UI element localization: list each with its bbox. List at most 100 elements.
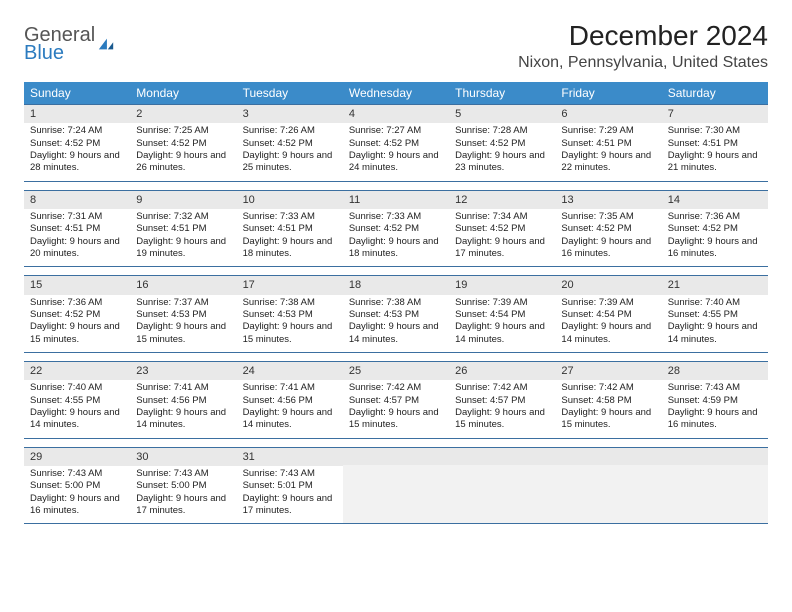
sunrise-line: Sunrise: 7:37 AM [136, 297, 230, 309]
day-number: 13 [555, 191, 661, 209]
sunset-line: Sunset: 4:56 PM [243, 395, 337, 407]
day-number: 10 [237, 191, 343, 209]
day-number: 15 [24, 276, 130, 294]
sunrise-line: Sunrise: 7:28 AM [455, 125, 549, 137]
daylight-line: Daylight: 9 hours and 26 minutes. [136, 150, 230, 175]
day-number: 11 [343, 191, 449, 209]
daylight-line: Daylight: 9 hours and 24 minutes. [349, 150, 443, 175]
daylight-line: Daylight: 9 hours and 17 minutes. [455, 236, 549, 261]
calendar-cell: 29Sunrise: 7:43 AMSunset: 5:00 PMDayligh… [24, 448, 130, 524]
day-header: Thursday [449, 82, 555, 104]
daylight-line: Daylight: 9 hours and 14 minutes. [349, 321, 443, 346]
calendar-cell: 20Sunrise: 7:39 AMSunset: 4:54 PMDayligh… [555, 276, 661, 352]
calendar-cell-empty [449, 448, 555, 524]
daylight-line: Daylight: 9 hours and 16 minutes. [668, 407, 762, 432]
sunset-line: Sunset: 4:58 PM [561, 395, 655, 407]
sunset-line: Sunset: 4:52 PM [243, 138, 337, 150]
daylight-line: Daylight: 9 hours and 22 minutes. [561, 150, 655, 175]
calendar-cell: 11Sunrise: 7:33 AMSunset: 4:52 PMDayligh… [343, 191, 449, 267]
calendar-cell: 15Sunrise: 7:36 AMSunset: 4:52 PMDayligh… [24, 276, 130, 352]
daylight-line: Daylight: 9 hours and 15 minutes. [561, 407, 655, 432]
calendar-cell: 13Sunrise: 7:35 AMSunset: 4:52 PMDayligh… [555, 191, 661, 267]
week-row: 15 Sunrise: 7:36 AMSunset: 4:52 PM Dayligh… [24, 275, 768, 353]
calendar-cell: 22Sunrise: 7:40 AMSunset: 4:55 PMDayligh… [24, 362, 130, 438]
sunset-line: Sunset: 4:54 PM [561, 309, 655, 321]
daylight-line: Daylight: 9 hours and 14 minutes. [136, 407, 230, 432]
day-number: 6 [555, 105, 661, 123]
week-row: 22Sunrise: 7:40 AMSunset: 4:55 PMDayligh… [24, 361, 768, 439]
sunrise-line: Sunrise: 7:41 AM [136, 382, 230, 394]
daylight-line: Daylight: 9 hours and 17 minutes. [136, 493, 230, 518]
day-number: 9 [130, 191, 236, 209]
day-number: 19 [449, 276, 555, 294]
calendar-cell-empty [343, 448, 449, 524]
calendar-cell: 24Sunrise: 7:41 AMSunset: 4:56 PMDayligh… [237, 362, 343, 438]
sunrise-line: Sunrise: 7:36 AM [30, 297, 124, 309]
daylight-line: Daylight: 9 hours and 14 minutes. [455, 321, 549, 346]
sunrise-line: Sunrise: 7:39 AM [455, 297, 549, 309]
calendar-cell: 5Sunrise: 7:28 AMSunset: 4:52 PMDaylight… [449, 105, 555, 181]
sunset-line: Sunset: 4:52 PM [455, 138, 549, 150]
sunrise-line: Sunrise: 7:40 AM [30, 382, 124, 394]
daylight-line: Daylight: 9 hours and 21 minutes. [668, 150, 762, 175]
calendar-cell-empty [662, 448, 768, 524]
day-number: 18 [343, 276, 449, 294]
day-number: 17 [237, 276, 343, 294]
daylight-line: Daylight: 9 hours and 18 minutes. [349, 236, 443, 261]
day-number: 26 [449, 362, 555, 380]
calendar-cell: 28Sunrise: 7:43 AMSunset: 4:59 PMDayligh… [662, 362, 768, 438]
day-number: 16 [130, 276, 236, 294]
day-header: Sunday [24, 82, 130, 104]
sunset-line: Sunset: 4:52 PM [30, 138, 124, 150]
daylight-line: Daylight: 9 hours and 14 minutes. [30, 407, 124, 432]
sunset-line: Sunset: 4:53 PM [243, 309, 337, 321]
daylight-line: Daylight: 9 hours and 25 minutes. [243, 150, 337, 175]
sunset-line: Sunset: 4:51 PM [668, 138, 762, 150]
sunset-line: Sunset: 4:51 PM [243, 223, 337, 235]
calendar-cell: 3Sunrise: 7:26 AMSunset: 4:52 PMDaylight… [237, 105, 343, 181]
sunrise-line: Sunrise: 7:32 AM [136, 211, 230, 223]
daylight-line: Daylight: 9 hours and 19 minutes. [136, 236, 230, 261]
calendar-cell: 31Sunrise: 7:43 AMSunset: 5:01 PMDayligh… [237, 448, 343, 524]
day-number: 24 [237, 362, 343, 380]
day-number: 4 [343, 105, 449, 123]
logo-text: General Blue [24, 26, 95, 62]
sunrise-line: Sunrise: 7:24 AM [30, 125, 124, 137]
sunset-line: Sunset: 4:51 PM [561, 138, 655, 150]
calendar-cell: 12Sunrise: 7:34 AMSunset: 4:52 PMDayligh… [449, 191, 555, 267]
sunrise-line: Sunrise: 7:43 AM [243, 468, 337, 480]
sunrise-line: Sunrise: 7:43 AM [30, 468, 124, 480]
day-number: 28 [662, 362, 768, 380]
header: General Blue December 2024 Nixon, Pennsy… [24, 20, 768, 72]
sunrise-line: Sunrise: 7:39 AM [561, 297, 655, 309]
day-number: 29 [24, 448, 130, 466]
daylight-line: Daylight: 9 hours and 16 minutes. [30, 493, 124, 518]
calendar-cell: 25Sunrise: 7:42 AMSunset: 4:57 PMDayligh… [343, 362, 449, 438]
daylight-line: Daylight: 9 hours and 15 minutes. [349, 407, 443, 432]
day-number [449, 448, 555, 465]
day-number: 30 [130, 448, 236, 466]
sunset-line: Sunset: 4:55 PM [668, 309, 762, 321]
sunset-line: Sunset: 4:52 PM [668, 223, 762, 235]
day-number [555, 448, 661, 465]
daylight-line: Daylight: 9 hours and 17 minutes. [243, 493, 337, 518]
calendar-cell: 10Sunrise: 7:33 AMSunset: 4:51 PMDayligh… [237, 191, 343, 267]
calendar-cell: 7Sunrise: 7:30 AMSunset: 4:51 PMDaylight… [662, 105, 768, 181]
sunset-line: Sunset: 4:52 PM [30, 309, 124, 321]
sunrise-line: Sunrise: 7:35 AM [561, 211, 655, 223]
calendar-cell: 1Sunrise: 7:24 AMSunset: 4:52 PMDaylight… [24, 105, 130, 181]
sunset-line: Sunset: 4:53 PM [136, 309, 230, 321]
day-number: 12 [449, 191, 555, 209]
day-number: 7 [662, 105, 768, 123]
day-number: 31 [237, 448, 343, 466]
day-header: Monday [130, 82, 236, 104]
logo-line2: Blue [24, 42, 64, 64]
calendar-cell-empty [555, 448, 661, 524]
location: Nixon, Pennsylvania, United States [518, 54, 768, 72]
daylight-line: Daylight: 9 hours and 18 minutes. [243, 236, 337, 261]
sunrise-line: Sunrise: 7:34 AM [455, 211, 549, 223]
day-header: Wednesday [343, 82, 449, 104]
sunrise-line: Sunrise: 7:43 AM [668, 382, 762, 394]
sunrise-line: Sunrise: 7:43 AM [136, 468, 230, 480]
day-header: Saturday [662, 82, 768, 104]
